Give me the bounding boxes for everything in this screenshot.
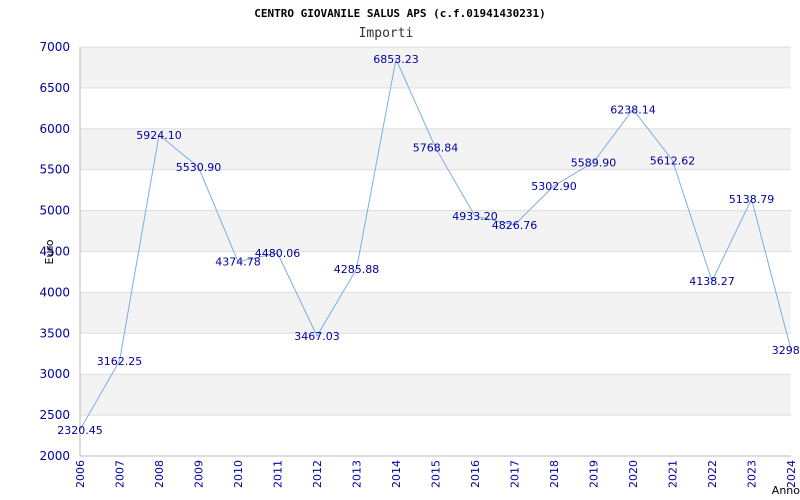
background-band [80, 374, 791, 416]
data-label: 4826.76 [492, 219, 538, 232]
data-label: 4933.20 [452, 210, 498, 223]
x-tick-label: 2013 [351, 460, 364, 488]
x-tick-label: 2021 [667, 460, 680, 488]
y-tick-label: 3500 [39, 326, 70, 340]
x-tick-label: 2017 [509, 460, 522, 488]
data-label: 4480.06 [255, 247, 301, 260]
y-tick-label: 5500 [39, 163, 70, 177]
chart-title: CENTRO GIOVANILE SALUS APS (c.f.01941430… [254, 7, 545, 20]
x-tick-label: 2022 [706, 460, 719, 488]
x-tick-label: 2012 [311, 460, 324, 488]
data-label: 5589.90 [571, 156, 617, 169]
y-tick-label: 6500 [39, 81, 70, 95]
series-line [79, 57, 792, 431]
data-label: 6853.23 [373, 53, 419, 66]
background-band [80, 292, 791, 334]
chart-subtitle: Importi [359, 26, 414, 41]
y-axis-label: Euro [43, 239, 56, 264]
data-label: 2320.45 [57, 424, 103, 437]
series-polyline [79, 57, 792, 431]
data-label: 5612.62 [650, 154, 696, 167]
x-tick-label: 2015 [430, 460, 443, 488]
x-tick-label: 2014 [390, 460, 403, 488]
x-tick-label: 2009 [193, 460, 206, 488]
y-tick-label: 4500 [39, 245, 70, 259]
y-tick-labels: 2000 2500 3000 3500 4000 4500 5000 5500 6000 6500… [39, 40, 70, 463]
x-tick-label: 2008 [153, 460, 166, 488]
data-label: 3298.4 [772, 344, 800, 357]
data-label: 5768.84 [413, 142, 459, 155]
y-tick-label: 6000 [39, 122, 70, 136]
y-tick-label: 2000 [39, 449, 70, 463]
x-tick-label: 2019 [588, 460, 601, 488]
x-tick-labels: 2006 2007 2008 2009 2010 2011 2012 2013 2014 2015… [74, 460, 798, 488]
y-tick-label: 2500 [39, 408, 70, 422]
data-label: 4285.88 [334, 263, 380, 276]
data-label: 3162.25 [97, 355, 143, 368]
data-labels: 2320.45 3162.25 5924.10 5530.90 4374.784480.… [57, 53, 800, 437]
x-tick-label: 2023 [746, 460, 759, 488]
data-label: 6238.14 [610, 103, 656, 116]
background-band [80, 47, 791, 88]
x-tick-label: 2011 [272, 460, 285, 488]
x-axis-label: Anno [772, 484, 800, 497]
data-label: 3467.03 [294, 330, 340, 343]
data-label: 5530.90 [176, 161, 222, 174]
plot-background-bands [80, 47, 791, 416]
x-tick-label: 2007 [114, 460, 127, 488]
data-label: 5924.10 [136, 129, 182, 142]
x-tick-label: 2016 [469, 460, 482, 488]
data-label: 5302.90 [531, 180, 577, 193]
x-tick-label: 2006 [74, 460, 87, 488]
x-tick-label: 2024 [785, 460, 798, 488]
x-tick-label: 2018 [548, 460, 561, 488]
axes [79, 47, 791, 457]
data-label: 5138.79 [729, 193, 775, 206]
y-tick-label: 4000 [39, 285, 70, 299]
background-band [80, 128, 791, 170]
y-tick-label: 7000 [39, 40, 70, 54]
x-tick-label: 2020 [627, 460, 640, 488]
y-tick-label: 5000 [39, 204, 70, 218]
background-band [80, 210, 791, 252]
x-tick-label: 2010 [232, 460, 245, 488]
data-label: 4138.27 [689, 275, 735, 288]
gridlines [80, 46, 791, 457]
data-label: 4374.78 [215, 256, 261, 269]
y-tick-label: 3000 [39, 367, 70, 381]
